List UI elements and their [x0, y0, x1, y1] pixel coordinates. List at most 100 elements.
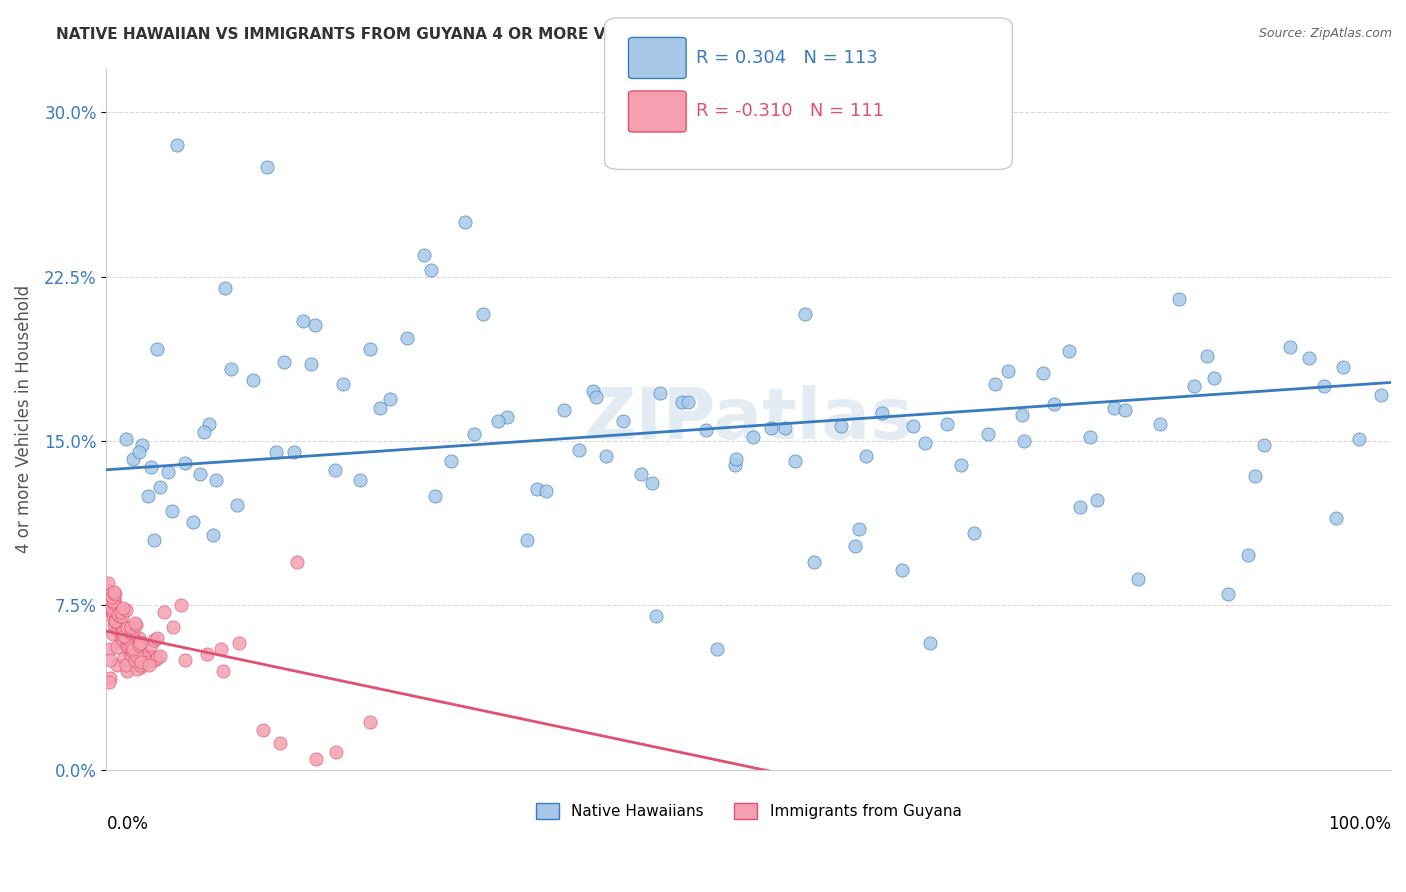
Point: [131, 644, 153, 658]
Point: [997, 364, 1019, 378]
Point: [173, 456, 195, 470]
Point: [98, 591, 121, 606]
Point: [1168, 292, 1191, 306]
Point: [131, 438, 153, 452]
Point: [759, 421, 782, 435]
Point: [118, 624, 141, 639]
Point: [901, 418, 924, 433]
Point: [103, 594, 125, 608]
Point: [181, 515, 204, 529]
Point: [122, 632, 145, 646]
Text: ZIPatlas: ZIPatlas: [583, 384, 914, 454]
Point: [111, 609, 134, 624]
Point: [723, 458, 745, 472]
Point: [949, 458, 972, 472]
Point: [292, 313, 315, 327]
Point: [115, 664, 138, 678]
Point: [1237, 548, 1260, 562]
Point: [122, 451, 145, 466]
Point: [128, 638, 150, 652]
Point: [111, 624, 134, 639]
Point: [1069, 500, 1091, 514]
Point: [121, 644, 143, 658]
Point: [195, 647, 218, 661]
Point: [117, 624, 139, 639]
Text: R = 0.304   N = 113: R = 0.304 N = 113: [696, 49, 877, 67]
Point: [396, 331, 419, 345]
Point: [149, 648, 172, 663]
Point: [114, 629, 136, 643]
Point: [1043, 397, 1066, 411]
Point: [122, 642, 145, 657]
Point: [103, 596, 125, 610]
Point: [1085, 493, 1108, 508]
Point: [695, 423, 717, 437]
Point: [283, 445, 305, 459]
Point: [553, 403, 575, 417]
Point: [100, 600, 122, 615]
Point: [98, 587, 121, 601]
Point: [299, 357, 322, 371]
Point: [214, 280, 236, 294]
Point: [1313, 379, 1336, 393]
Point: [582, 384, 605, 398]
Point: [160, 504, 183, 518]
Point: [145, 632, 167, 646]
Text: NATIVE HAWAIIAN VS IMMIGRANTS FROM GUYANA 4 OR MORE VEHICLES IN HOUSEHOLD CORREL: NATIVE HAWAIIAN VS IMMIGRANTS FROM GUYAN…: [56, 27, 1001, 42]
Point: [228, 635, 250, 649]
Point: [595, 450, 617, 464]
Point: [162, 620, 184, 634]
Point: [1243, 469, 1265, 483]
Point: [101, 600, 124, 615]
Point: [110, 605, 132, 619]
Point: [100, 603, 122, 617]
Point: [440, 454, 463, 468]
Point: [323, 462, 346, 476]
Point: [127, 648, 149, 663]
Point: [115, 632, 138, 646]
Point: [125, 618, 148, 632]
Text: 0.0%: 0.0%: [107, 815, 149, 833]
Point: [100, 590, 122, 604]
Point: [105, 657, 128, 672]
Point: [141, 638, 163, 652]
Point: [380, 392, 402, 407]
Point: [124, 653, 146, 667]
Point: [1011, 408, 1033, 422]
Point: [1202, 370, 1225, 384]
Point: [105, 640, 128, 654]
Point: [890, 563, 912, 577]
Point: [1032, 366, 1054, 380]
Point: [120, 620, 142, 634]
Point: [107, 623, 129, 637]
Point: [103, 591, 125, 606]
Point: [103, 618, 125, 632]
Point: [568, 442, 591, 457]
Point: [138, 657, 160, 672]
Point: [114, 632, 136, 646]
Point: [454, 215, 477, 229]
Point: [1324, 510, 1347, 524]
Point: [98, 596, 121, 610]
Point: [101, 594, 124, 608]
Point: [226, 498, 249, 512]
Point: [173, 653, 195, 667]
Point: [98, 675, 121, 690]
Point: [198, 417, 221, 431]
Point: [1114, 403, 1136, 417]
Point: [98, 671, 121, 685]
Point: [128, 632, 150, 646]
Point: [526, 482, 548, 496]
Point: [741, 430, 763, 444]
Point: [585, 390, 607, 404]
Point: [149, 480, 172, 494]
Point: [143, 533, 166, 547]
Point: [1253, 438, 1275, 452]
Point: [1057, 344, 1080, 359]
Point: [145, 342, 167, 356]
Point: [242, 373, 264, 387]
Point: [794, 307, 817, 321]
Point: [204, 474, 226, 488]
Point: [115, 620, 138, 634]
Point: [304, 318, 326, 332]
